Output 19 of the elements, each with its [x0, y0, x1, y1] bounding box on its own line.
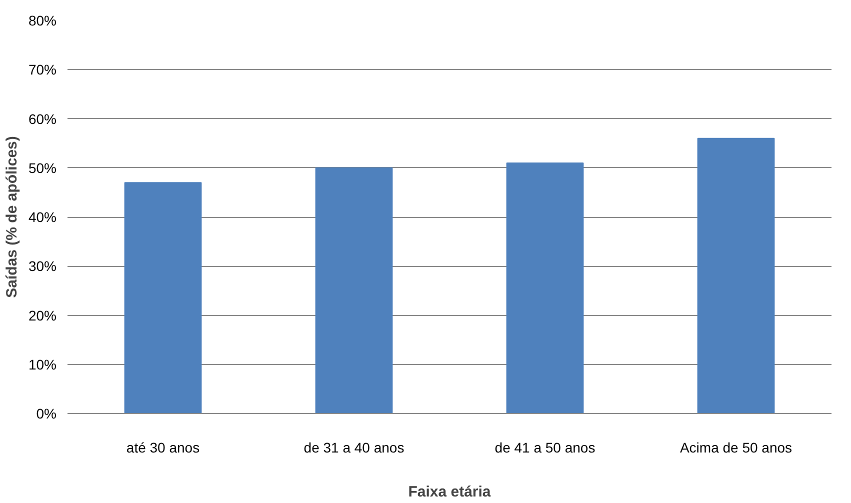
y-tick-label: 50%: [28, 160, 57, 176]
x-tick-label: de 31 a 40 anos: [304, 440, 404, 456]
x-tick-label: de 41 a 50 anos: [494, 440, 596, 456]
y-tick-label: 40%: [28, 209, 57, 225]
y-tick-label: 30%: [28, 258, 57, 274]
x-tick-label: Acima de 50 anos: [680, 440, 792, 456]
y-tick-label: 70%: [28, 62, 57, 78]
y-tick-label: 20%: [28, 307, 57, 324]
y-axis-title: Saídas (% de apólices): [3, 136, 20, 298]
y-tick-label: 80%: [28, 12, 57, 28]
y-tick-label: 0%: [36, 406, 56, 422]
bar: [697, 138, 775, 414]
x-axis-title: Faixa etária: [408, 484, 492, 500]
bar: [124, 182, 202, 414]
bar: [506, 162, 584, 414]
x-tick-label: até 30 anos: [126, 440, 200, 456]
y-tick-label: 60%: [28, 110, 57, 127]
bar: [315, 167, 393, 414]
y-tick-label: 10%: [28, 356, 57, 372]
